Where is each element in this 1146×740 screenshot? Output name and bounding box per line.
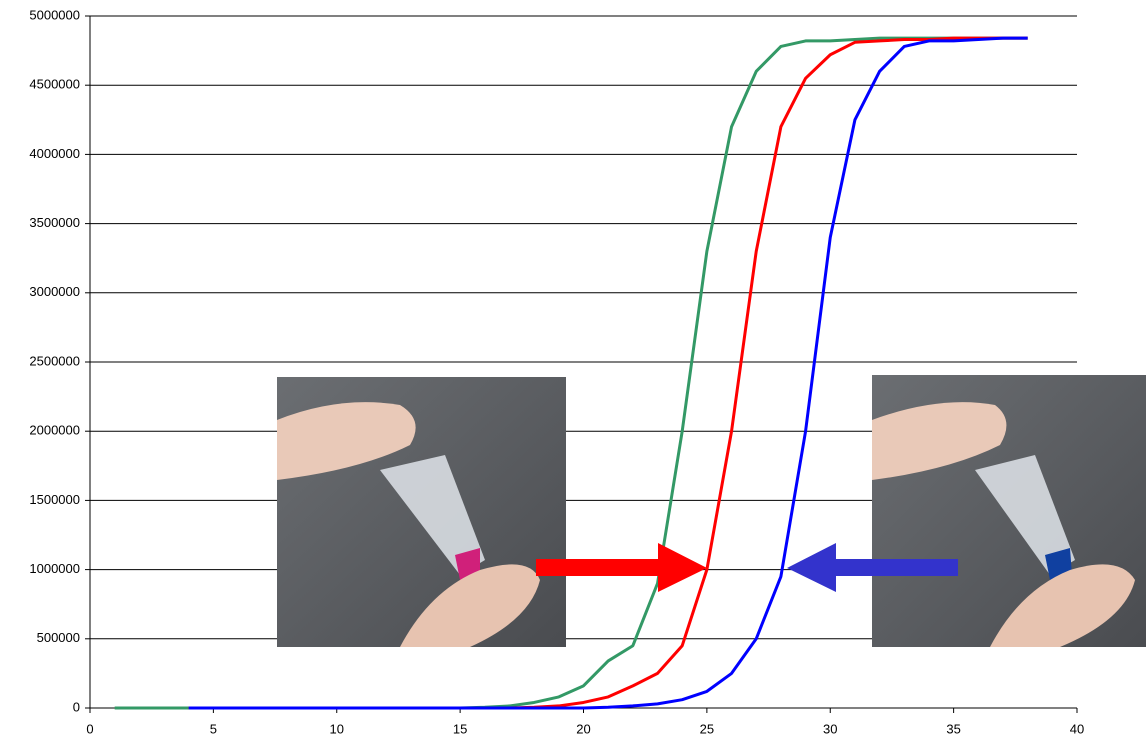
y-tick-label: 3500000 <box>29 215 80 230</box>
x-tick-label: 10 <box>330 721 344 736</box>
x-tick-label: 5 <box>210 721 217 736</box>
chart: 0 500000 1000000 1500000 2000000 2500000 30000… <box>0 0 1146 740</box>
x-tick-label: 20 <box>576 721 590 736</box>
y-tick-label: 2000000 <box>29 423 80 438</box>
y-tick-label: 1000000 <box>29 561 80 576</box>
x-tick-label: 35 <box>946 721 960 736</box>
x-tick-label: 15 <box>453 721 467 736</box>
y-tick-label: 0 <box>73 699 80 714</box>
y-tick-label: 4000000 <box>29 146 80 161</box>
y-tick-label: 500000 <box>37 630 80 645</box>
x-tick-label: 30 <box>823 721 837 736</box>
photo-blue-tube <box>872 375 1146 647</box>
photo-magenta-tube <box>277 377 566 647</box>
x-tick-label: 0 <box>86 721 93 736</box>
y-tick-label: 4500000 <box>29 77 80 92</box>
y-tick-label: 3000000 <box>29 284 80 299</box>
x-tick-label: 25 <box>700 721 714 736</box>
x-tick-label: 40 <box>1070 721 1084 736</box>
y-tick-label: 5000000 <box>29 7 80 22</box>
y-tick-label: 1500000 <box>29 492 80 507</box>
y-tick-label: 2500000 <box>29 353 80 368</box>
